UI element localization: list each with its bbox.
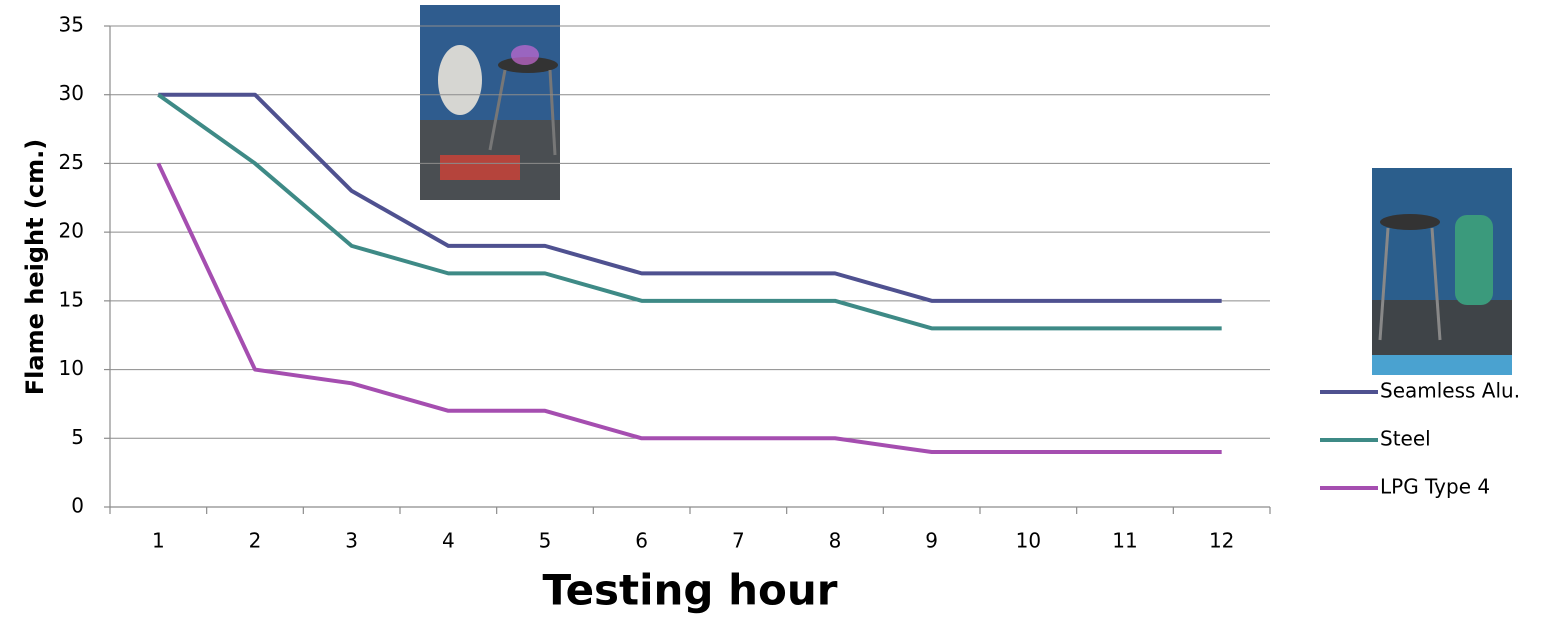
y-tick-label: 0: [71, 494, 84, 518]
x-axis-title: Testing hour: [543, 566, 838, 615]
legend-label: Steel: [1380, 427, 1431, 451]
series-line: [158, 95, 1221, 301]
y-tick-label: 20: [59, 219, 84, 243]
series-line: [158, 95, 1221, 329]
photo-stove-2: [1372, 168, 1512, 375]
x-tick-label: 12: [1209, 529, 1234, 553]
x-tick-label: 6: [635, 529, 648, 553]
legend-label: LPG Type 4: [1380, 475, 1490, 499]
y-tick-label: 5: [71, 425, 84, 449]
x-tick-label: 3: [345, 529, 358, 553]
y-tick-label: 30: [59, 81, 84, 105]
photo-stove-1: [420, 5, 560, 200]
y-tick-label: 25: [59, 150, 84, 174]
series-line: [158, 163, 1221, 452]
y-tick-label: 35: [59, 13, 84, 37]
x-tick-label: 4: [442, 529, 455, 553]
x-tick-label: 7: [732, 529, 745, 553]
x-tick-label: 9: [925, 529, 938, 553]
y-tick-label: 10: [59, 356, 84, 380]
x-tick-label: 8: [829, 529, 842, 553]
x-tick-label: 5: [539, 529, 552, 553]
chart: Flame height (cm.) Testing hour 05101520…: [0, 0, 1545, 619]
y-axis-title: Flame height (cm.): [21, 139, 49, 395]
x-tick-label: 10: [1016, 529, 1041, 553]
y-tick-label: 15: [59, 287, 84, 311]
x-tick-label: 2: [249, 529, 262, 553]
x-tick-label: 1: [152, 529, 165, 553]
x-tick-label: 11: [1112, 529, 1137, 553]
legend-label: Seamless Alu.: [1380, 379, 1520, 403]
